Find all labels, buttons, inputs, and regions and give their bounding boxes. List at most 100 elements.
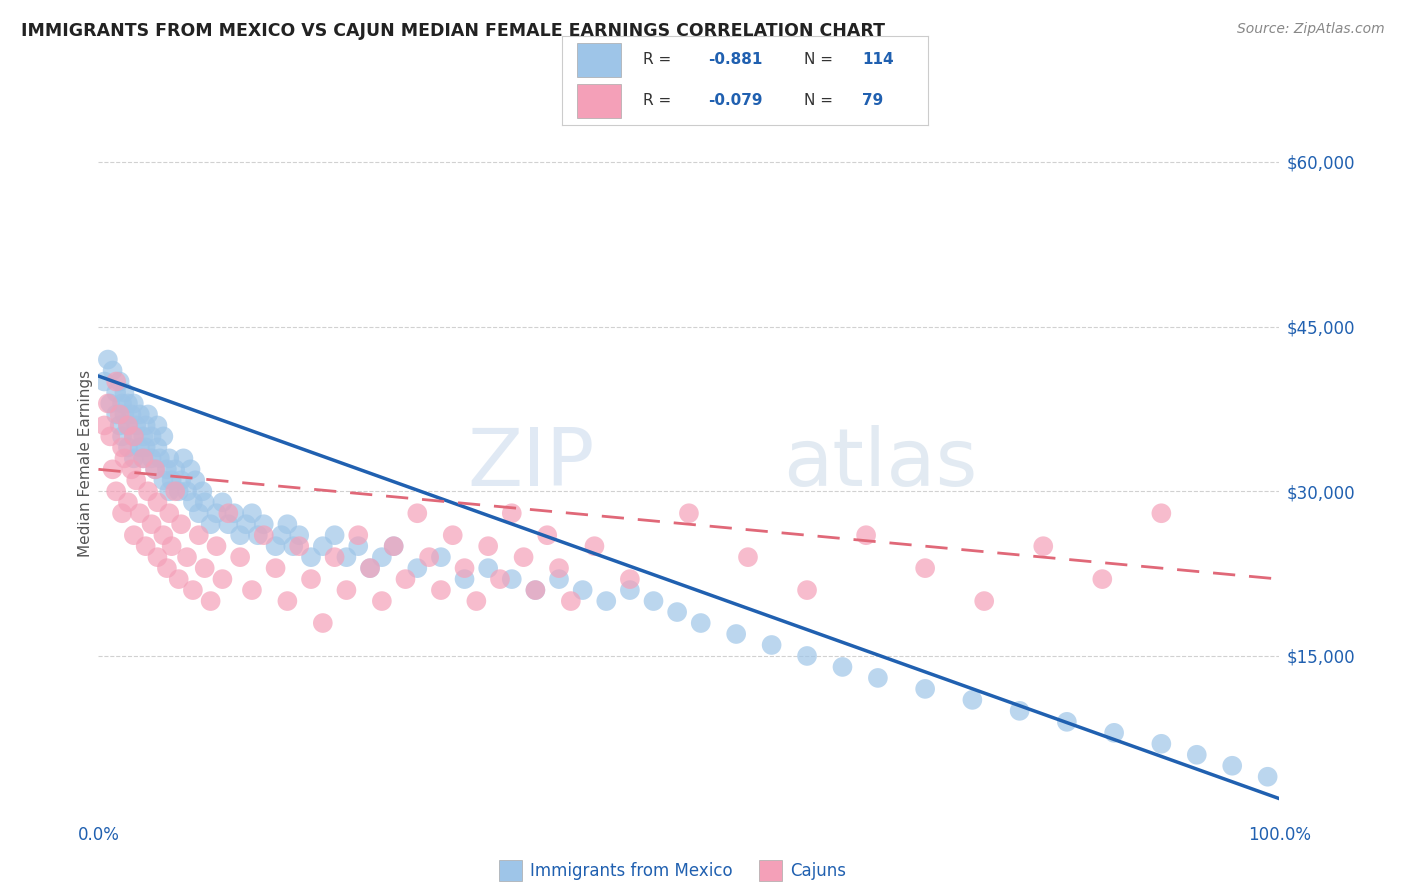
Point	[382, 539, 405, 553]
Point	[240, 583, 263, 598]
Point	[689, 615, 711, 630]
Point	[253, 517, 276, 532]
Point	[359, 561, 381, 575]
Point	[101, 462, 124, 476]
Point	[1091, 572, 1114, 586]
Point	[111, 396, 134, 410]
Point	[157, 484, 180, 499]
Text: atlas: atlas	[783, 425, 977, 503]
Point	[560, 594, 582, 608]
Point	[122, 528, 145, 542]
Point	[453, 561, 475, 575]
Point	[253, 528, 276, 542]
Point	[371, 594, 394, 608]
Point	[156, 462, 179, 476]
Text: N =: N =	[804, 94, 838, 108]
Point	[141, 429, 163, 443]
Point	[796, 648, 818, 663]
Point	[98, 396, 121, 410]
Point	[105, 484, 128, 499]
Point	[276, 517, 298, 532]
Point	[117, 418, 139, 433]
Text: -0.881: -0.881	[709, 53, 763, 67]
Point	[200, 594, 222, 608]
Point	[108, 375, 131, 389]
Point	[1102, 726, 1125, 740]
Point	[643, 594, 665, 608]
Text: R =: R =	[643, 53, 676, 67]
Point	[122, 429, 145, 443]
Point	[117, 396, 139, 410]
Point	[270, 528, 292, 542]
FancyBboxPatch shape	[576, 43, 621, 77]
Point	[441, 528, 464, 542]
Point	[200, 517, 222, 532]
Point	[347, 528, 370, 542]
Point	[172, 451, 194, 466]
Point	[761, 638, 783, 652]
FancyBboxPatch shape	[576, 84, 621, 118]
Point	[595, 594, 617, 608]
Point	[299, 572, 322, 586]
Point	[288, 539, 311, 553]
Point	[1185, 747, 1208, 762]
Point	[135, 418, 157, 433]
Point	[93, 418, 115, 433]
Point	[136, 484, 159, 499]
Point	[146, 441, 169, 455]
Point	[217, 506, 239, 520]
Point	[678, 506, 700, 520]
Y-axis label: Median Female Earnings: Median Female Earnings	[77, 370, 93, 558]
Point	[128, 441, 150, 455]
Point	[323, 550, 346, 565]
Point	[132, 429, 155, 443]
Text: Immigrants from Mexico: Immigrants from Mexico	[530, 862, 733, 880]
Point	[170, 473, 193, 487]
Point	[548, 561, 571, 575]
Point	[112, 451, 135, 466]
Point	[796, 583, 818, 598]
Text: R =: R =	[643, 94, 676, 108]
Point	[973, 594, 995, 608]
Point	[312, 615, 335, 630]
Point	[135, 441, 157, 455]
Point	[132, 451, 155, 466]
Point	[235, 517, 257, 532]
Point	[146, 495, 169, 509]
Point	[477, 539, 499, 553]
Point	[335, 583, 357, 598]
Point	[156, 561, 179, 575]
Point	[430, 583, 453, 598]
Point	[725, 627, 748, 641]
Point	[184, 473, 207, 487]
Point	[430, 550, 453, 565]
Point	[125, 418, 148, 433]
Point	[229, 528, 252, 542]
Point	[1150, 737, 1173, 751]
Point	[111, 429, 134, 443]
Point	[512, 550, 534, 565]
Point	[347, 539, 370, 553]
Point	[264, 539, 287, 553]
Text: -0.079: -0.079	[709, 94, 763, 108]
Point	[121, 462, 143, 476]
Point	[187, 528, 209, 542]
Point	[93, 375, 115, 389]
Point	[160, 539, 183, 553]
Point	[167, 484, 190, 499]
Point	[229, 550, 252, 565]
Point	[122, 451, 145, 466]
Point	[382, 539, 405, 553]
Point	[477, 561, 499, 575]
Point	[108, 418, 131, 433]
Text: Source: ZipAtlas.com: Source: ZipAtlas.com	[1237, 22, 1385, 37]
Point	[1008, 704, 1031, 718]
Point	[619, 572, 641, 586]
Point	[176, 484, 198, 499]
Point	[97, 352, 120, 367]
Point	[165, 462, 187, 476]
Point	[501, 506, 523, 520]
Point	[143, 462, 166, 476]
Point	[831, 660, 853, 674]
Text: ZIP: ZIP	[467, 425, 595, 503]
